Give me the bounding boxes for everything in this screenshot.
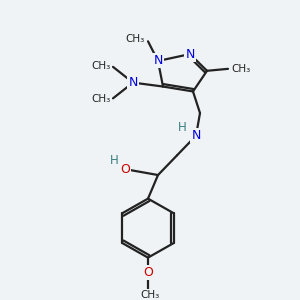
Text: CH₃: CH₃ [92, 94, 111, 104]
Text: CH₃: CH₃ [126, 34, 145, 44]
Text: O: O [120, 163, 130, 176]
Text: CH₃: CH₃ [231, 64, 250, 74]
Text: N: N [128, 76, 138, 89]
Text: H: H [178, 121, 186, 134]
Text: CH₃: CH₃ [92, 61, 111, 71]
Text: N: N [191, 129, 201, 142]
Text: H: H [110, 154, 119, 167]
Text: CH₃: CH₃ [140, 290, 160, 300]
Text: N: N [185, 48, 195, 61]
Text: O: O [143, 266, 153, 279]
Text: N: N [153, 55, 163, 68]
